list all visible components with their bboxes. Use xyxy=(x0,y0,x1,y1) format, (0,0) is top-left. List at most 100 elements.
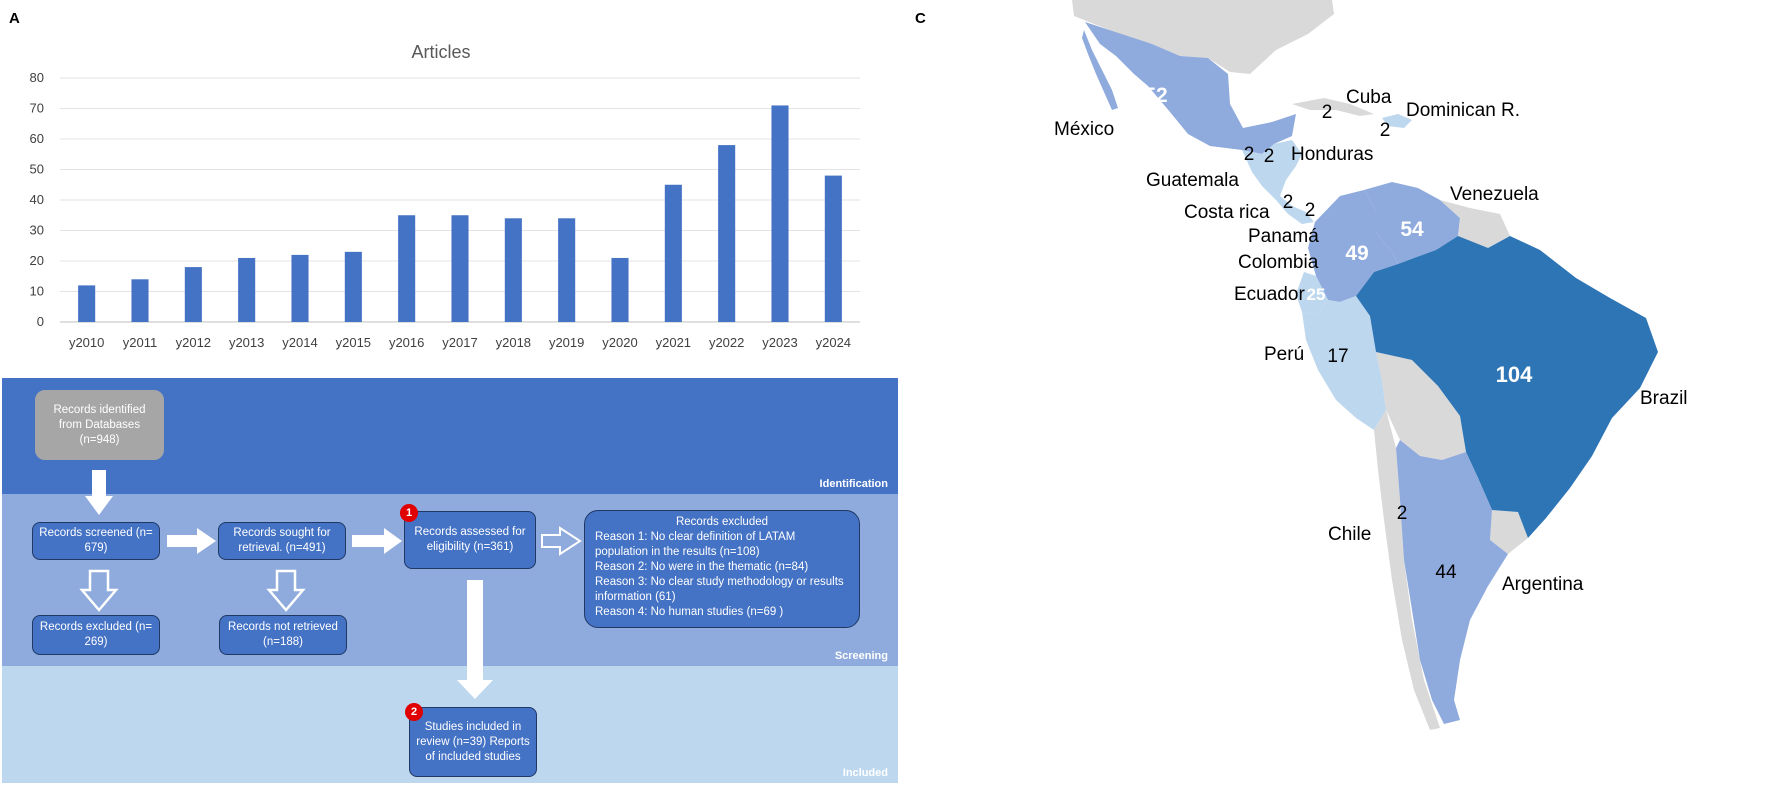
x-tick-label: y2012 xyxy=(176,335,211,350)
map-central-america xyxy=(1242,140,1314,224)
chart-bars xyxy=(78,105,842,322)
y-tick-label: 50 xyxy=(30,162,44,177)
x-tick-label: y2016 xyxy=(389,335,424,350)
map-bolivia-paraguay xyxy=(1376,352,1466,460)
chart-x-ticks: y2010 y2011 y2012 y2013 y2014 y2015 y2016 y2017… xyxy=(69,335,851,350)
x-tick-label: y2014 xyxy=(282,335,317,350)
bar-y2017 xyxy=(451,215,469,322)
bar-y2022 xyxy=(718,145,736,322)
y-tick-label: 40 xyxy=(30,192,44,207)
arrow-down-assessed-to-included xyxy=(457,580,493,699)
map-argentina xyxy=(1396,440,1508,724)
y-tick-label: 20 xyxy=(30,253,44,268)
records-excluded-screen-box: Records excluded (n= 269) xyxy=(32,615,160,655)
count-guatemala: 2 xyxy=(1244,144,1255,165)
x-tick-label: y2022 xyxy=(709,335,744,350)
records-assessed-text: Records assessed for eligibility (n=361) xyxy=(414,526,526,553)
label-honduras: Honduras xyxy=(1291,144,1373,165)
chart-y-ticks: 0 10 20 30 40 50 60 70 80 xyxy=(30,70,44,329)
records-not-retrieved-text: Records not retrieved (n=188) xyxy=(228,621,338,648)
map-ecuador xyxy=(1296,272,1328,314)
label-guatemala: Guatemala xyxy=(1146,170,1239,191)
map-brazil xyxy=(1356,236,1658,538)
bar-y2019 xyxy=(558,218,576,322)
label-panama: Panamá xyxy=(1248,226,1319,247)
arrow-down-sought-to-not-retrieved xyxy=(266,569,306,612)
records-screened-box: Records screened (n= 679) xyxy=(32,522,160,560)
map-cuba xyxy=(1292,98,1374,116)
map-hispaniola xyxy=(1382,114,1412,128)
map-north-america xyxy=(1072,0,1334,74)
count-costa-rica: 2 xyxy=(1283,192,1294,213)
records-screened-text: Records screened (n= 679) xyxy=(39,527,153,554)
count-brazil: 104 xyxy=(1496,362,1533,387)
label-peru: Perú xyxy=(1264,344,1304,365)
bar-y2018 xyxy=(504,218,522,322)
step-badge-2: 2 xyxy=(405,703,423,721)
count-argentina: 44 xyxy=(1435,562,1457,583)
chart-title: Articles xyxy=(411,42,470,62)
label-mexico: México xyxy=(1054,119,1114,140)
count-ecuador: 25 xyxy=(1307,285,1326,304)
map-baja-california xyxy=(1082,30,1118,110)
count-chile: 2 xyxy=(1397,503,1408,524)
count-panama: 2 xyxy=(1305,200,1316,221)
arrow-right-screened-to-sought xyxy=(167,528,216,554)
label-ecuador: Ecuador xyxy=(1234,284,1305,305)
x-tick-label: y2021 xyxy=(656,335,691,350)
arrow-right-sought-to-assessed xyxy=(352,528,402,554)
arrow-down-screened-to-excluded xyxy=(79,569,119,612)
excluded-reason-2: Reason 2: No were in the thematic (n=84) xyxy=(595,561,809,573)
map-venezuela xyxy=(1364,182,1460,264)
y-tick-label: 0 xyxy=(37,314,44,329)
bar-y2010 xyxy=(78,285,96,322)
label-venezuela: Venezuela xyxy=(1450,184,1539,205)
step-badge-1: 1 xyxy=(400,504,418,522)
x-tick-label: y2019 xyxy=(549,335,584,350)
records-sought-text: Records sought for retrieval. (n=491) xyxy=(233,527,331,554)
records-not-retrieved-box: Records not retrieved (n=188) xyxy=(219,615,347,655)
bar-y2012 xyxy=(184,267,202,322)
arrow-down-identified xyxy=(85,470,113,515)
screening-label: Screening xyxy=(834,650,888,662)
map-colombia xyxy=(1308,190,1398,302)
label-costa-rica: Costa rica xyxy=(1184,202,1270,223)
bar-y2011 xyxy=(131,279,149,322)
count-venezuela: 54 xyxy=(1400,218,1424,241)
bar-y2021 xyxy=(664,184,682,322)
excluded-reason-4: Reason 4: No human studies (n=69 ) xyxy=(595,606,784,618)
x-tick-label: y2018 xyxy=(496,335,531,350)
identification-label: Identification xyxy=(819,478,888,490)
bar-y2013 xyxy=(238,257,256,322)
flow-arrows xyxy=(79,470,582,699)
count-honduras: 2 xyxy=(1264,146,1275,167)
x-tick-label: y2011 xyxy=(123,335,157,350)
excluded-reasons-title: Records excluded xyxy=(675,516,769,528)
label-cuba: Cuba xyxy=(1346,87,1392,108)
bar-y2024 xyxy=(824,175,842,322)
label-colombia: Colombia xyxy=(1238,252,1319,273)
count-peru: 17 xyxy=(1327,346,1348,367)
label-brazil: Brazil xyxy=(1640,388,1688,409)
excluded-reason-3: Reason 3: No clear study methodology or … xyxy=(595,576,844,603)
x-tick-label: y2015 xyxy=(336,335,371,350)
count-dominican-r: 2 xyxy=(1380,120,1391,141)
label-dominican-r: Dominican R. xyxy=(1406,100,1520,121)
x-tick-label: y2017 xyxy=(442,335,477,350)
records-identified-text: Records identified from Databases (n=948… xyxy=(53,403,146,446)
map-mexico xyxy=(1085,22,1296,154)
count-colombia: 49 xyxy=(1345,242,1368,265)
x-tick-label: y2024 xyxy=(816,335,851,350)
y-tick-label: 60 xyxy=(30,131,44,146)
x-tick-label: y2020 xyxy=(602,335,637,350)
records-excluded-screen-text: Records excluded (n= 269) xyxy=(39,621,153,648)
map-peru xyxy=(1302,296,1386,430)
map-chile xyxy=(1374,410,1440,730)
studies-included-text: Studies included in review (n=39) Report… xyxy=(416,720,530,763)
x-tick-label: y2013 xyxy=(229,335,264,350)
bar-y2020 xyxy=(611,257,629,322)
label-argentina: Argentina xyxy=(1502,574,1584,595)
label-chile: Chile xyxy=(1328,524,1371,545)
x-tick-label: y2010 xyxy=(69,335,104,350)
y-tick-label: 10 xyxy=(30,284,44,299)
